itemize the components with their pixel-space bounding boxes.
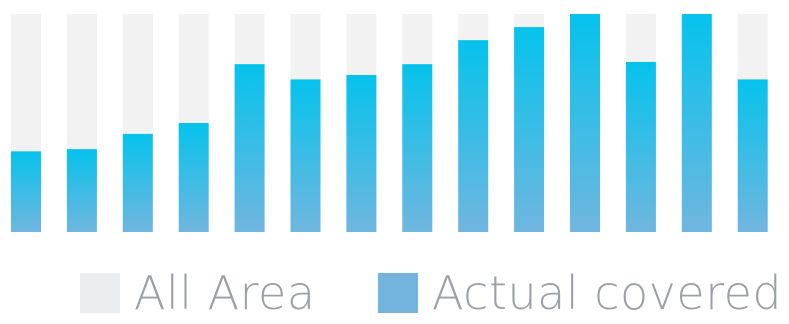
actual-covered-bar [234,64,265,232]
actual-covered-bar [11,151,41,232]
actual-covered-bar [625,61,656,233]
legend-label-all-area: All Area [134,266,316,320]
legend-item-all-area: All Area [80,262,316,324]
bar-chart [11,14,768,233]
legend-label-actual-covered: Actual covered [432,266,783,320]
legend-swatch-actual-covered [378,273,418,313]
actual-covered-bar [290,79,321,233]
actual-covered-bar [458,40,489,232]
actual-covered-bar [122,133,153,232]
actual-covered-bar [737,79,768,233]
actual-covered-bar [514,27,545,232]
legend-swatch-all-area [80,273,120,313]
actual-covered-bars [11,14,768,233]
actual-covered-bar [402,64,433,232]
actual-covered-bar [681,14,712,232]
legend-item-actual-covered: Actual covered [378,262,782,324]
actual-covered-bar [570,14,600,232]
legend: All Area Actual covered [0,262,789,324]
actual-covered-bar [178,123,209,232]
actual-covered-bar [66,149,97,232]
actual-covered-bar [346,75,377,232]
